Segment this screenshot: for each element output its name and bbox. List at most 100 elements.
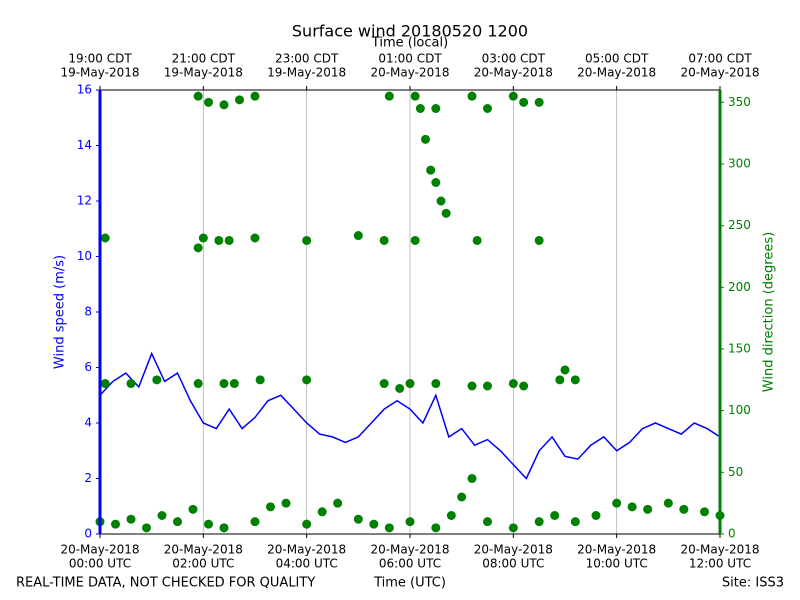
y-tick-label: 2 <box>84 471 92 485</box>
direction-point <box>219 379 229 389</box>
x2-tick-label: 01:00 CDT <box>378 52 442 66</box>
x-tick-label: 20-May-2018 <box>60 543 139 557</box>
direction-point <box>255 375 265 385</box>
direction-point <box>281 498 291 508</box>
chart-title: Surface wind 20180520 1200 <box>292 22 528 41</box>
direction-point <box>663 498 673 508</box>
y2-tick-label: 250 <box>728 218 751 232</box>
y-tick-label: 0 <box>84 527 92 541</box>
x2-tick-label: 19:00 CDT <box>68 52 132 66</box>
direction-point <box>467 381 477 391</box>
y-tick-label: 10 <box>77 249 92 263</box>
footer-left: REAL-TIME DATA, NOT CHECKED FOR QUALITY <box>16 576 315 591</box>
direction-point <box>126 514 136 524</box>
direction-point <box>235 95 244 105</box>
direction-point <box>384 91 394 101</box>
direction-point <box>229 379 239 389</box>
direction-point <box>441 208 451 218</box>
x-tick-label: 12:00 UTC <box>689 557 751 571</box>
direction-point <box>431 178 441 187</box>
y2-axis-label: Wind direction (degrees) <box>762 232 777 392</box>
x-tick-label: 20-May-2018 <box>577 543 656 557</box>
y-axis-label: Wind speed (m/s) <box>53 255 68 369</box>
x2-tick-label: 03:00 CDT <box>482 52 546 66</box>
y2-tick-label: 0 <box>728 527 736 541</box>
direction-point <box>550 511 560 520</box>
direction-point <box>198 233 208 243</box>
direction-point <box>250 233 260 243</box>
direction-point <box>467 91 477 101</box>
direction-point <box>266 502 275 512</box>
direction-point <box>379 235 389 245</box>
direction-point <box>395 383 405 393</box>
direction-point <box>188 504 198 514</box>
direction-point <box>410 91 420 101</box>
direction-point <box>472 235 482 245</box>
direction-point <box>457 492 467 502</box>
direction-point <box>508 523 518 533</box>
direction-point <box>410 235 420 245</box>
direction-point <box>204 97 213 107</box>
direction-point <box>353 514 363 524</box>
direction-point <box>173 517 182 527</box>
direction-point <box>353 231 363 241</box>
direction-point <box>157 511 167 520</box>
direction-point <box>534 97 544 107</box>
direction-point <box>142 523 151 533</box>
direction-point <box>700 507 709 517</box>
x2-tick-label: 07:00 CDT <box>688 52 752 66</box>
direction-point <box>152 375 162 385</box>
direction-point <box>405 379 415 389</box>
direction-point <box>219 100 229 110</box>
x-tick-label: 00:00 UTC <box>69 557 131 571</box>
direction-point <box>643 504 653 514</box>
direction-point <box>436 196 446 206</box>
x-tick-label: 08:00 UTC <box>482 557 544 571</box>
x2-tick-label: 20-May-2018 <box>577 66 656 80</box>
direction-point <box>250 517 260 527</box>
direction-point <box>467 474 477 483</box>
x-axis-label: Time (UTC) <box>373 576 446 591</box>
x-tick-label: 06:00 UTC <box>379 557 441 571</box>
direction-point <box>302 375 312 385</box>
y2-tick-label: 50 <box>728 465 743 479</box>
direction-point <box>483 381 492 391</box>
direction-point <box>379 379 389 389</box>
direction-point <box>302 235 312 245</box>
direction-point <box>519 97 529 107</box>
direction-point <box>126 379 136 389</box>
direction-point <box>405 517 415 527</box>
y-tick-label: 8 <box>84 305 92 319</box>
x-tick-label: 20-May-2018 <box>164 543 243 557</box>
y2-tick-label: 300 <box>728 157 751 171</box>
x2-tick-label: 19-May-2018 <box>267 66 346 80</box>
y-tick-label: 6 <box>84 360 92 374</box>
direction-point <box>627 502 637 512</box>
x2-tick-label: 20-May-2018 <box>474 66 553 80</box>
direction-point <box>431 379 441 389</box>
direction-point <box>369 519 379 529</box>
direction-point <box>534 517 544 527</box>
x-tick-label: 02:00 UTC <box>172 557 234 571</box>
footer-right: Site: ISS3 <box>722 576 784 591</box>
direction-point <box>317 507 327 517</box>
direction-point <box>519 381 529 391</box>
direction-point <box>193 243 203 253</box>
direction-point <box>302 519 312 529</box>
direction-point <box>555 375 565 385</box>
y2-tick-label: 200 <box>728 280 751 294</box>
x-tick-label: 20-May-2018 <box>474 543 553 557</box>
direction-point <box>333 498 343 508</box>
direction-point <box>219 523 229 533</box>
direction-point <box>111 519 120 529</box>
direction-point <box>508 91 518 101</box>
direction-point <box>508 379 518 389</box>
x2-tick-label: 20-May-2018 <box>370 66 449 80</box>
direction-point <box>446 511 456 520</box>
y2-tick-label: 100 <box>728 403 751 417</box>
speed-line <box>99 351 721 480</box>
direction-point <box>483 517 492 527</box>
direction-point <box>426 165 436 175</box>
